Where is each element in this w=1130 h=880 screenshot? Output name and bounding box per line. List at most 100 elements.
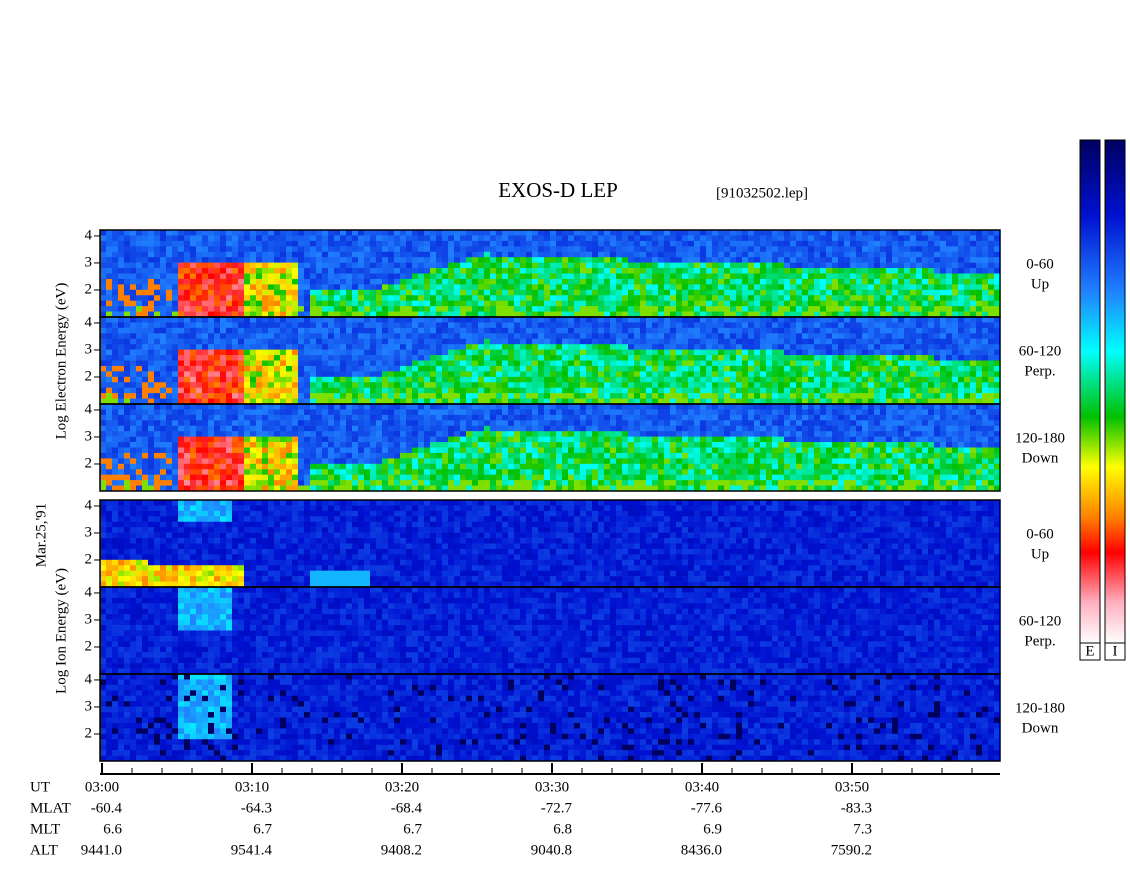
spectrogram-cell [820,317,827,323]
spectrogram-cell [844,295,851,301]
spectrogram-cell [286,311,293,318]
spectrogram-cell [280,338,287,345]
spectrogram-cell [232,300,239,307]
spectrogram-cell [808,393,815,399]
spectrogram-cell [928,382,935,388]
spectrogram-cell [334,306,341,312]
spectrogram-cell [604,300,611,307]
spectrogram-cell [496,306,503,312]
spectrogram-cell [208,273,215,280]
spectrogram-cell [250,289,257,296]
spectrogram-cell [838,257,845,263]
spectrogram-cell [208,382,215,388]
spectrogram-cell [850,360,857,367]
spectrogram-cell [232,240,239,247]
spectrogram-cell [970,393,977,399]
spectrogram-cell [436,338,443,345]
spectrogram-cell [574,295,581,301]
spectrogram-cell [472,365,479,372]
spectrogram-cell [286,360,293,367]
spectrogram-cell [898,300,905,307]
spectrogram-cell [514,371,521,378]
spectrogram-cell [430,311,437,318]
spectrogram-cell [346,376,353,383]
spectrogram-cell [394,349,401,356]
spectrogram-cell [208,355,215,361]
spectrogram-cell [844,338,851,345]
spectrogram-cell [910,257,917,263]
spectrogram-cell [982,398,989,405]
spectrogram-cell [694,284,701,291]
spectrogram-cell [502,349,509,356]
spectrogram-cell [754,322,761,329]
spectrogram-cell [994,240,1001,247]
spectrogram-cell [370,387,377,394]
spectrogram-cell [100,398,107,405]
spectrogram-cell [592,289,599,296]
spectrogram-cell [826,393,833,399]
spectrogram-cell [778,257,785,263]
spectrogram-cell [274,322,281,329]
spectrogram-cell [448,398,455,405]
spectrogram-cell [664,251,671,258]
spectrogram-cell [922,355,929,361]
spectrogram-cell [712,365,719,372]
spectrogram-cell [130,306,137,312]
spectrogram-cell [220,327,227,334]
spectrogram-cell [274,382,281,388]
spectrogram-cell [298,317,305,323]
spectrogram-cell [316,300,323,307]
spectrogram-cell [460,262,467,269]
spectrogram-cell [466,284,473,291]
spectrogram-cell [544,284,551,291]
spectrogram-cell [520,295,527,301]
spectrogram-cell [574,344,581,350]
spectrogram-cell [364,311,371,318]
spectrogram-cell [802,317,809,323]
spectrogram-cell [724,246,731,253]
spectrogram-cell [604,322,611,329]
spectrogram-cell [478,262,485,269]
spectrogram-cell [910,295,917,301]
spectrogram-cell [952,365,959,372]
spectrogram-cell [160,452,167,459]
spectrogram-cell [358,235,365,242]
spectrogram-cell [970,284,977,291]
spectrogram-cell [406,344,413,350]
spectrogram-cell [736,393,743,399]
spectrogram-cell [142,458,149,465]
spectrogram-cell [454,251,461,258]
spectrogram-cell [178,246,185,253]
spectrogram-cell [820,230,827,236]
spectrogram-cell [154,436,161,443]
spectrogram-cell [784,349,791,356]
spectrogram-cell [148,230,155,236]
spectrogram-cell [172,300,179,307]
spectrogram-cell [616,382,623,388]
spectrogram-cell [634,360,641,367]
spectrogram-cell [634,295,641,301]
spectrogram-cell [964,387,971,394]
spectrogram-cell [586,289,593,296]
spectrogram-cell [190,235,197,242]
spectrogram-cell [760,257,767,263]
spectrogram-cell [214,306,221,312]
spectrogram-cell [460,344,467,350]
spectrogram-cell [982,240,989,247]
spectrogram-cell [580,387,587,394]
spectrogram-cell [676,393,683,399]
spectrogram-cell [316,278,323,285]
spectrogram-cell [292,262,299,269]
spectrogram-cell [136,333,143,340]
spectrogram-cell [172,235,179,242]
spectrogram-cell [268,398,275,405]
spectrogram-cell [514,235,521,242]
spectrogram-cell [214,235,221,242]
spectrogram-cell [358,371,365,378]
spectrogram-cell [352,365,359,372]
spectrogram-cell [124,300,131,307]
spectrogram-cell [232,355,239,361]
spectrogram-cell [520,360,527,367]
spectrogram-cell [412,322,419,329]
spectrogram-cell [514,257,521,263]
